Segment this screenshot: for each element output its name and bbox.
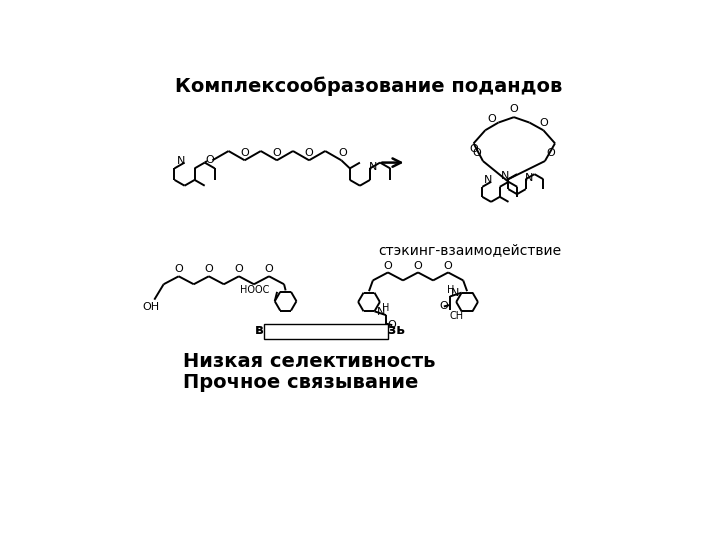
Text: N: N <box>377 307 386 317</box>
Text: O: O <box>414 260 423 271</box>
Text: HOOC: HOOC <box>240 285 269 295</box>
Text: стэкинг-взаимодействие: стэкинг-взаимодействие <box>378 242 562 256</box>
Text: N: N <box>500 172 509 181</box>
Text: O: O <box>546 148 556 158</box>
Text: O: O <box>265 265 274 274</box>
Text: O: O <box>240 148 249 158</box>
Text: O: O <box>305 148 313 158</box>
Text: Комплексообразование подандов: Комплексообразование подандов <box>175 76 563 96</box>
Text: O: O <box>510 104 518 114</box>
Text: O: O <box>539 118 548 127</box>
Text: O: O <box>439 301 449 312</box>
Text: водородная  связь: водородная связь <box>256 323 405 338</box>
Text: OH: OH <box>143 302 160 312</box>
Text: N: N <box>177 156 186 166</box>
Text: O: O <box>472 148 481 158</box>
Text: N: N <box>525 173 533 183</box>
Text: O: O <box>204 265 213 274</box>
Text: Низкая селективность: Низкая селективность <box>183 352 436 371</box>
Text: H: H <box>382 303 389 313</box>
Text: N: N <box>484 176 492 185</box>
Text: O: O <box>235 265 243 274</box>
Text: O: O <box>469 145 478 154</box>
Text: O: O <box>384 260 392 271</box>
Text: N: N <box>369 162 377 172</box>
Text: O: O <box>174 265 183 274</box>
Text: O: O <box>488 114 497 125</box>
Text: HO: HO <box>372 329 387 340</box>
Text: N: N <box>451 288 459 299</box>
Text: Прочное связывание: Прочное связывание <box>183 373 418 392</box>
Text: CH: CH <box>449 310 463 321</box>
Text: O: O <box>272 148 282 158</box>
Text: O: O <box>338 148 347 158</box>
Text: H: H <box>447 285 454 294</box>
Text: O: O <box>444 260 453 271</box>
Bar <box>264 323 388 339</box>
Text: O: O <box>205 154 214 165</box>
Text: O: O <box>388 320 397 330</box>
